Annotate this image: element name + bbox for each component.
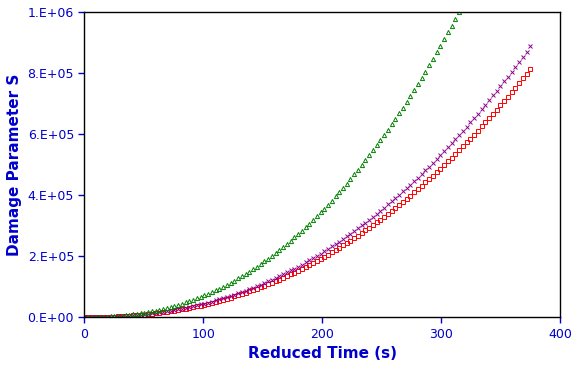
- Y-axis label: Damage Parameter S: Damage Parameter S: [7, 73, 22, 256]
- X-axis label: Reduced Time (s): Reduced Time (s): [248, 346, 397, 361]
